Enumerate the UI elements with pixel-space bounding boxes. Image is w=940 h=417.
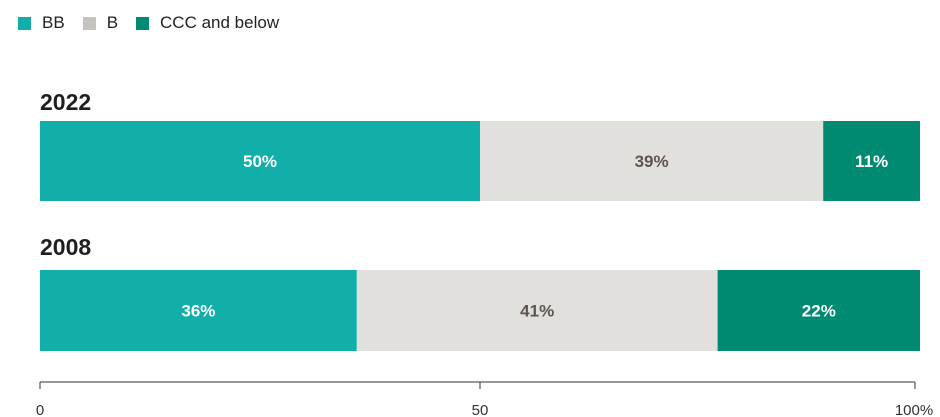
category-label-2022: 2022 (40, 89, 91, 115)
data-label-2008-ccc: 22% (802, 302, 836, 321)
x-tick-label-50: 50 (472, 402, 489, 417)
legend-item-bb: BB (18, 13, 65, 33)
data-label-2022-bb: 50% (243, 152, 277, 171)
bar-2008-ccc (717, 270, 920, 351)
bar-2008-bb (40, 270, 357, 351)
x-tick-label-0: 0 (36, 402, 44, 417)
legend-item-ccc: CCC and below (136, 13, 279, 33)
legend-swatch-b (82, 16, 96, 30)
legend-label-b: B (106, 13, 119, 32)
legend-swatch-bb (18, 16, 31, 30)
data-label-2008-bb: 36% (181, 302, 215, 321)
category-label-2008: 2008 (40, 234, 91, 260)
chart-legend: BB B CCC and below (18, 12, 297, 34)
bar-2008-b (356, 270, 718, 351)
bar-2022-ccc (823, 121, 920, 201)
data-label-2022-b: 39% (635, 152, 669, 171)
data-label-2008-b: 41% (520, 302, 554, 321)
bar-2022-b (480, 121, 824, 201)
data-label-2022-ccc: 11% (855, 152, 888, 171)
x-tick-label-100: 100% (895, 402, 933, 417)
legend-label-ccc: CCC and below (160, 13, 280, 32)
bar-2022-bb (40, 121, 480, 201)
legend-item-b: B (82, 13, 119, 33)
legend-label-bb: BB (42, 13, 65, 32)
legend-swatch-ccc (136, 16, 150, 30)
